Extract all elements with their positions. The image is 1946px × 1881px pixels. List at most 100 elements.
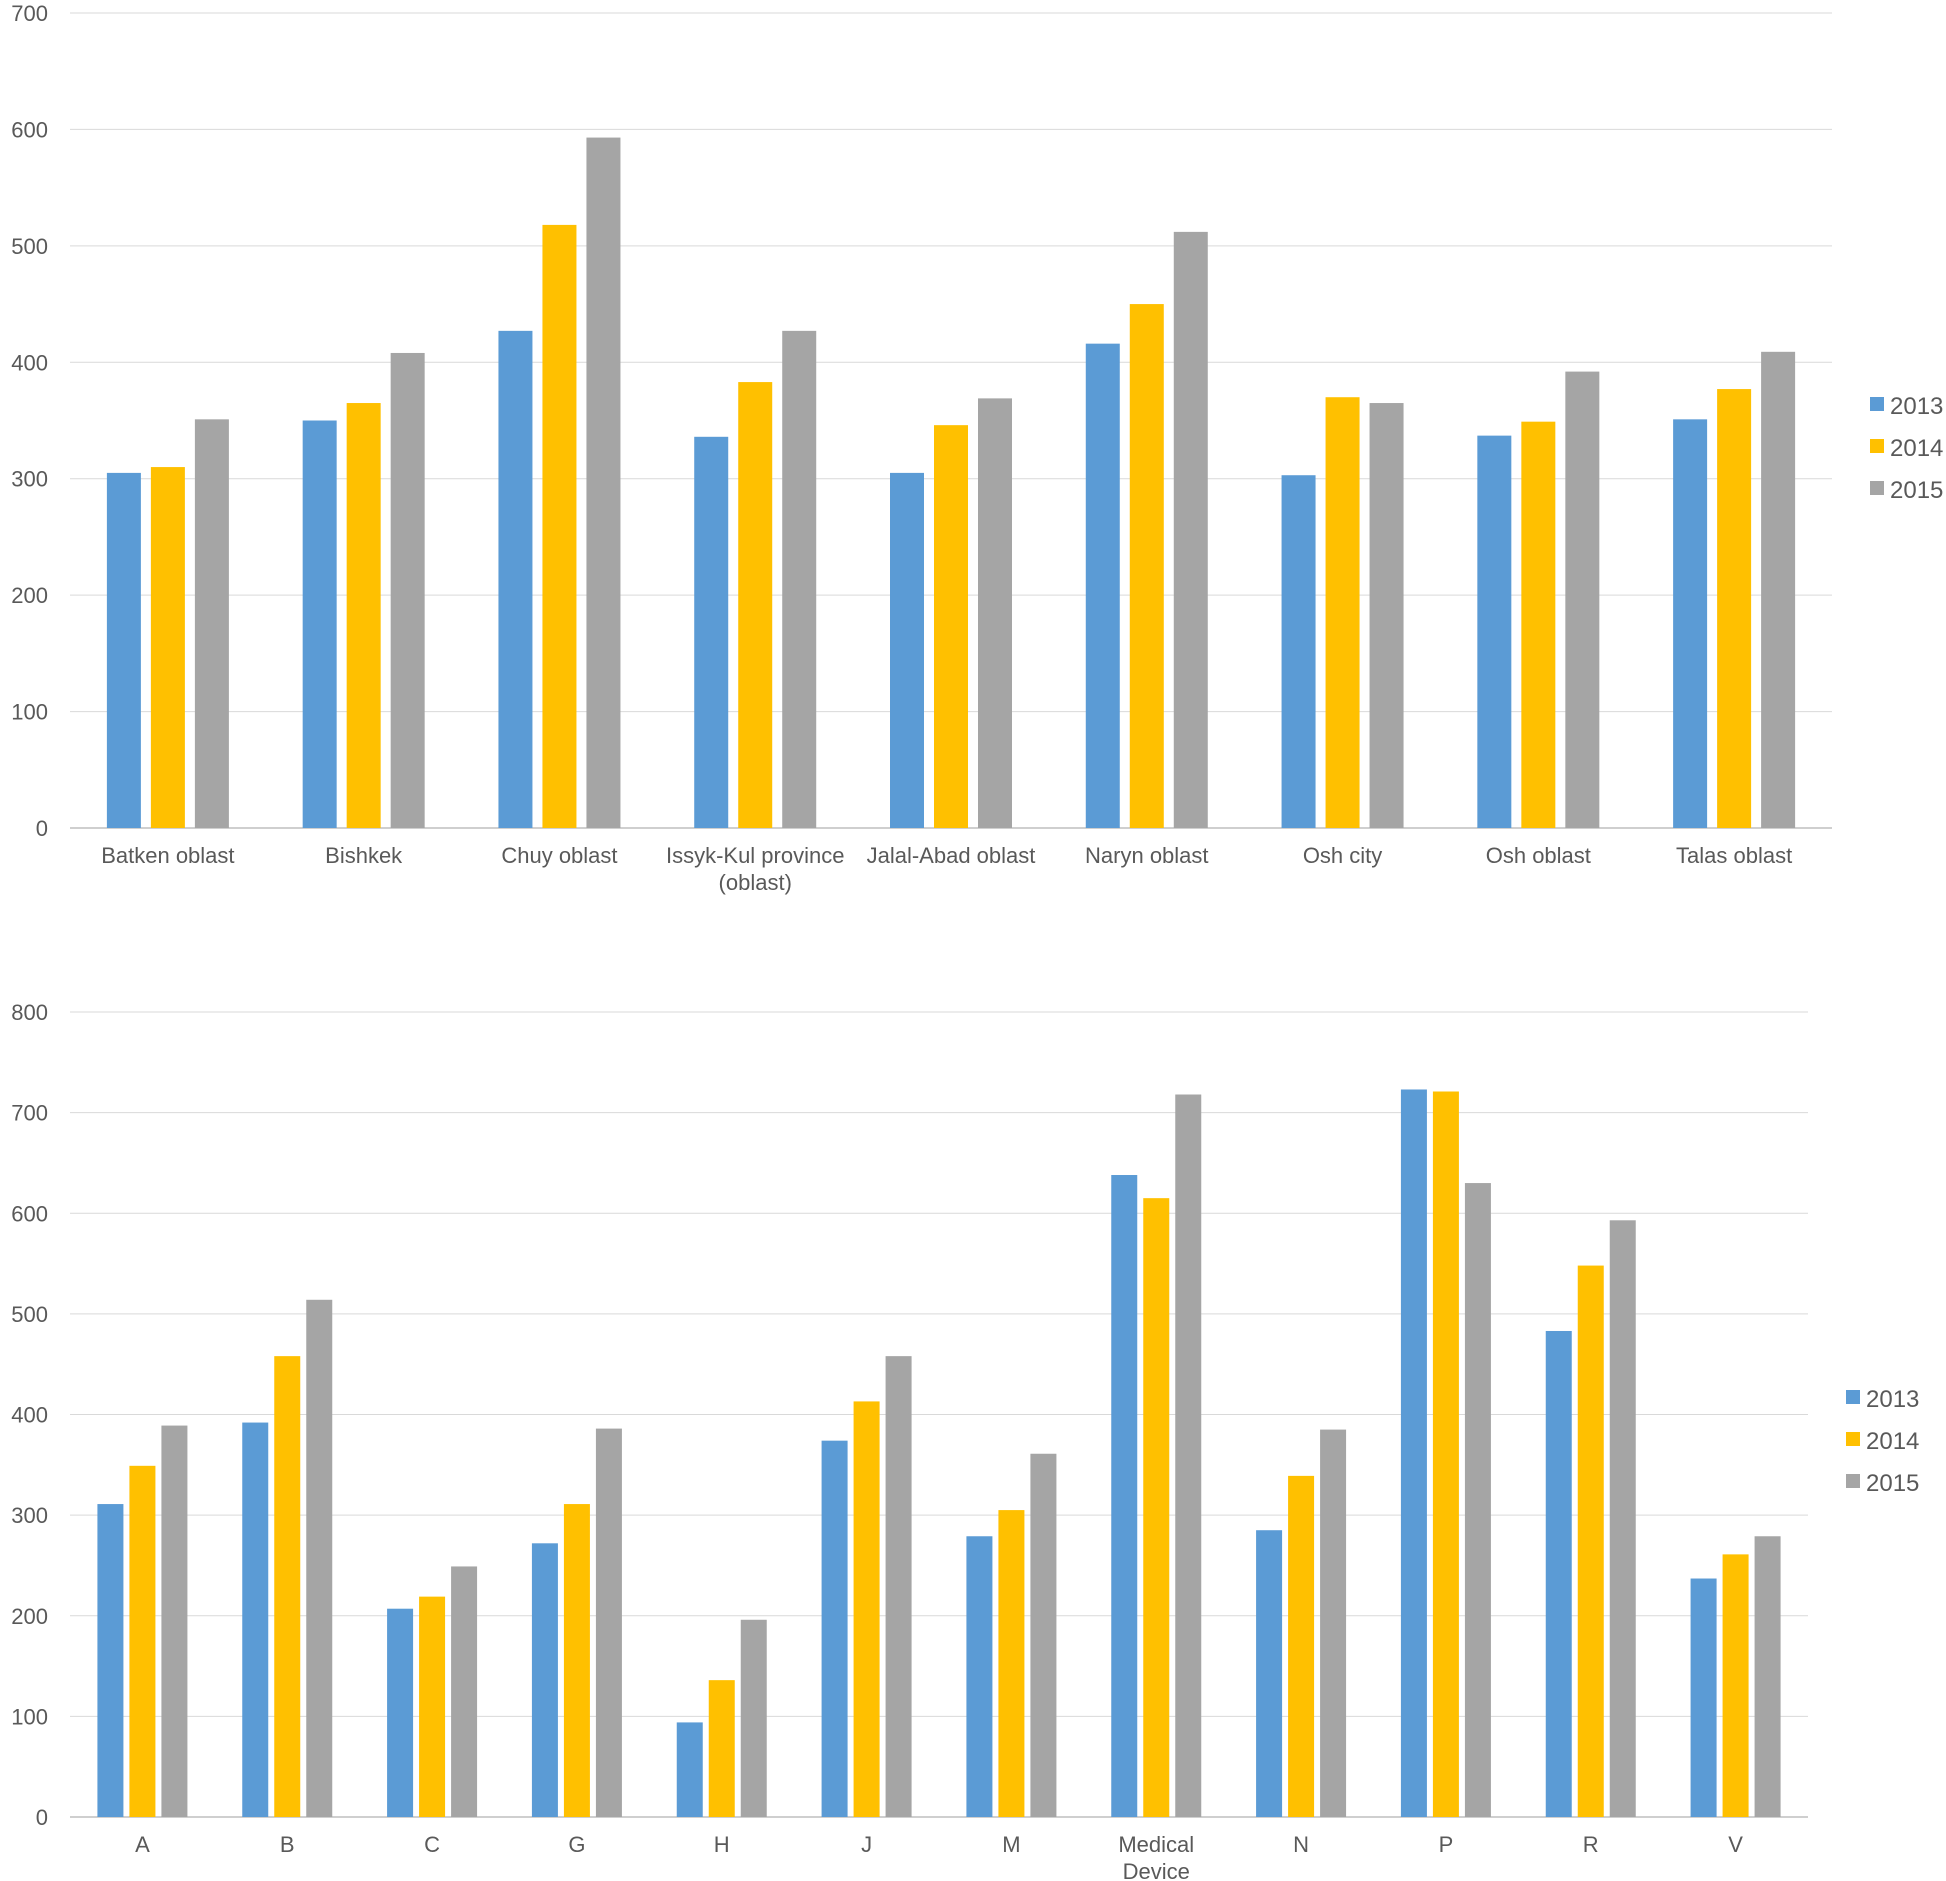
y-tick-label: 700 — [11, 1101, 48, 1126]
bar-2013 — [1477, 435, 1512, 828]
bar-chart-1: 0 100 200 300 400 500 600 700 Batken oblast Bishk… — [11, 1, 1943, 895]
category-label: P — [1439, 1832, 1454, 1857]
bar-2014 — [1143, 1198, 1170, 1817]
bar-2013 — [821, 1440, 848, 1817]
y-tick-label: 100 — [11, 700, 48, 725]
bar-2013 — [1545, 1330, 1572, 1817]
bar-2014 — [708, 1680, 735, 1817]
bar-2015 — [1565, 371, 1600, 828]
bar-2013 — [1111, 1175, 1138, 1817]
category-label: Device — [1123, 1859, 1190, 1881]
bar-2013 — [1256, 1530, 1283, 1817]
bar-2014 — [1577, 1265, 1604, 1817]
y-tick-label: 800 — [11, 1000, 48, 1025]
bar-2014 — [1325, 397, 1360, 828]
bar-2013 — [694, 436, 729, 828]
legend-swatch-2015 — [1846, 1474, 1860, 1488]
bar-2013 — [1281, 475, 1316, 828]
legend-label-2015: 2015 — [1866, 1470, 1919, 1497]
bar-2013 — [1085, 343, 1120, 828]
bar-2015 — [161, 1425, 188, 1817]
category-label: Batken oblast — [101, 843, 234, 868]
category-label: Osh oblast — [1486, 843, 1591, 868]
bar-2015 — [885, 1356, 912, 1817]
bar-2014 — [1432, 1091, 1459, 1817]
category-label: H — [714, 1832, 730, 1857]
y-tick-label: 700 — [11, 1, 48, 26]
category-label: V — [1728, 1832, 1743, 1857]
bar-2013 — [302, 420, 337, 828]
category-label: Bishkek — [325, 843, 403, 868]
y-tick-label: 400 — [11, 1403, 48, 1428]
bar-2015 — [1464, 1183, 1491, 1817]
category-label: Naryn oblast — [1085, 843, 1209, 868]
bar-2013 — [1690, 1578, 1717, 1817]
bar-2015 — [1030, 1453, 1057, 1817]
category-label: Issyk-Kul province — [666, 843, 845, 868]
bar-2013 — [676, 1722, 703, 1817]
bar-2014 — [129, 1465, 156, 1817]
category-label: Chuy oblast — [501, 843, 617, 868]
category-label: A — [135, 1832, 150, 1857]
category-label: M — [1002, 1832, 1020, 1857]
bar-2015 — [740, 1619, 767, 1817]
bar-2014 — [1129, 304, 1164, 829]
bar-2013 — [242, 1422, 269, 1817]
legend-label-2014: 2014 — [1866, 1428, 1919, 1455]
legend-swatch-2014 — [1870, 439, 1884, 453]
bar-2015 — [194, 419, 229, 828]
bar-2014 — [1288, 1475, 1315, 1817]
category-label: Talas oblast — [1676, 843, 1792, 868]
bar-2013 — [498, 330, 533, 828]
bar-2014 — [853, 1401, 880, 1817]
bar-2015 — [1761, 351, 1796, 828]
bar-2014 — [934, 425, 968, 828]
category-label: J — [861, 1832, 872, 1857]
category-label: N — [1293, 1832, 1309, 1857]
bar-2013 — [531, 1543, 558, 1817]
bar-2014 — [1722, 1554, 1749, 1817]
legend-swatch-2013 — [1870, 397, 1884, 411]
legend-swatch-2014 — [1846, 1432, 1860, 1446]
bar-2015 — [782, 330, 817, 828]
bar-2014 — [1717, 389, 1752, 828]
legend-label-2013: 2013 — [1890, 393, 1943, 420]
y-tick-label: 100 — [11, 1704, 48, 1729]
y-tick-label: 0 — [36, 816, 48, 841]
bar-2013 — [1400, 1089, 1427, 1817]
bar-2015 — [1369, 403, 1404, 828]
y-tick-label: 200 — [11, 583, 48, 608]
bar-2014 — [1521, 421, 1556, 828]
legend-label-2015: 2015 — [1890, 477, 1943, 504]
y-tick-label: 600 — [11, 1201, 48, 1226]
bar-2014 — [150, 467, 185, 828]
bar-chart-2: 0 100 200 300 400 500 600 700 800 A B C G H J M MedicalD… — [11, 1000, 1919, 1881]
bar-2015 — [1173, 231, 1208, 828]
bar-2013 — [387, 1608, 414, 1817]
y-tick-label: 300 — [11, 1503, 48, 1528]
category-label: Osh city — [1303, 843, 1382, 868]
bar-2015 — [595, 1428, 622, 1817]
legend-swatch-2013 — [1846, 1390, 1860, 1404]
category-label: Medical — [1118, 1832, 1194, 1857]
y-tick-label: 0 — [36, 1805, 48, 1830]
bar-2015 — [978, 398, 1012, 828]
y-tick-label: 200 — [11, 1604, 48, 1629]
category-label: (oblast) — [719, 870, 792, 895]
y-tick-label: 500 — [11, 1302, 48, 1327]
y-tick-label: 600 — [11, 117, 48, 142]
bar-2015 — [1609, 1220, 1636, 1817]
bar-2014 — [998, 1510, 1025, 1817]
bar-2015 — [306, 1299, 333, 1817]
category-label: Jalal-Abad oblast — [867, 843, 1036, 868]
bar-2013 — [106, 472, 141, 828]
bar-2015 — [1754, 1536, 1781, 1817]
y-tick-label: 500 — [11, 234, 48, 259]
bar-2013 — [890, 472, 924, 828]
category-label: B — [280, 1832, 295, 1857]
bar-2015 — [1175, 1094, 1202, 1817]
legend-label-2013: 2013 — [1866, 1386, 1919, 1413]
legend-swatch-2015 — [1870, 481, 1884, 495]
bar-2013 — [97, 1504, 124, 1817]
